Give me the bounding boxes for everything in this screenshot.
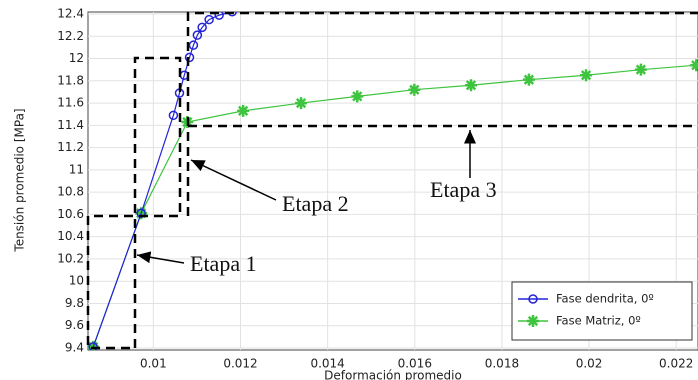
stage-box (88, 56, 182, 348)
marker (527, 315, 539, 327)
grid (88, 12, 698, 350)
x-tick-label: 0.014 (310, 357, 344, 371)
y-tick-label: 11.4 (57, 118, 84, 132)
marker (464, 79, 477, 92)
marker (237, 104, 250, 117)
marker (184, 52, 195, 63)
y-tick-label: 10.2 (57, 251, 84, 265)
legend: Fase dendrita, 0º Fase Matriz, 0º (511, 281, 693, 341)
y-tick-label: 10.4 (57, 229, 84, 243)
marker (136, 208, 146, 219)
y-tick-label: 11.8 (57, 73, 84, 87)
y-tick-label: 12.2 (57, 29, 84, 43)
y-tick-label: 11.6 (57, 96, 84, 110)
marker (168, 110, 179, 121)
legend-label: Fase dendrita, 0º (556, 292, 654, 306)
marker (192, 30, 203, 40)
x-tick-label: 0.018 (485, 357, 519, 371)
y-tick-label: 9.6 (65, 318, 84, 332)
series-line (92, 64, 697, 348)
marker (690, 59, 698, 72)
x-tick-label: 0.016 (398, 357, 432, 371)
marker (528, 294, 538, 304)
marker (522, 73, 535, 86)
x-tick-label: 0.022 (659, 357, 693, 371)
x-tick-label: 0.02 (576, 357, 603, 371)
y-tick-label: 9.4 (65, 341, 84, 355)
annotation: Etapa 2 (282, 191, 349, 216)
annotation: Etapa 3 (430, 177, 497, 202)
marker (204, 14, 214, 25)
legend-label: Fase Matriz, 0º (556, 314, 641, 328)
stage-box (186, 11, 698, 216)
marker (351, 90, 364, 103)
arrow (190, 159, 277, 201)
y-tick-label: 9.8 (65, 296, 84, 310)
y-tick-label: 12.4 (57, 7, 84, 21)
y-tick-label: 11.2 (57, 140, 84, 154)
y-tick-label: 10.8 (57, 185, 84, 199)
annotation: Etapa 1 (190, 251, 257, 276)
marker (214, 12, 224, 20)
marker (227, 12, 237, 17)
y-tick-label: 10.6 (57, 207, 84, 221)
y-tick-label: 11 (69, 162, 84, 176)
arrows (136, 130, 476, 264)
y-axis-label: Tensión promedio [MPa] (13, 108, 27, 252)
marker (408, 83, 421, 96)
stage-boxes (86, 11, 698, 350)
marker (580, 69, 593, 82)
x-tick-label: 0.01 (140, 357, 167, 371)
x-tick-label: 0.012 (223, 357, 257, 371)
x-axis-label: Deformación promedio (324, 369, 462, 380)
marker (634, 63, 647, 76)
y-tick-label: 10 (69, 274, 84, 288)
marker (197, 22, 207, 33)
marker (188, 40, 199, 50)
y-tick-label: 12 (69, 51, 84, 65)
marker (295, 97, 308, 110)
legend-box (511, 281, 693, 341)
arrow (136, 251, 185, 264)
series-line (92, 12, 233, 348)
